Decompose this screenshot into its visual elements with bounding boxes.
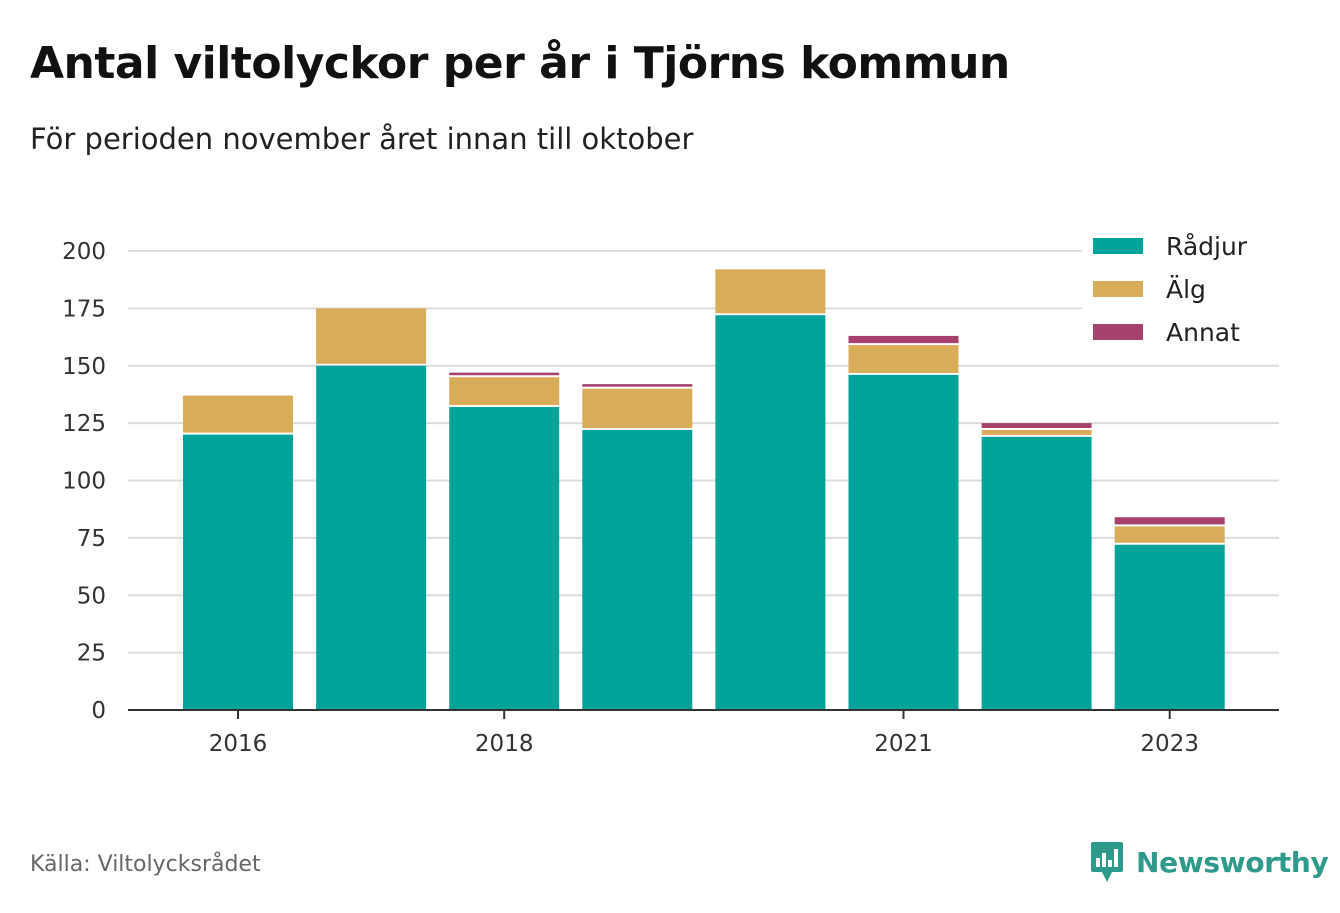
x-tick-label: 2018 [475, 731, 534, 757]
x-tick-label: 2023 [1140, 731, 1199, 757]
bar-2016-rådjur [183, 434, 293, 710]
legend-swatch-annat [1093, 324, 1143, 340]
bar-2021-rådjur [848, 374, 959, 710]
bar-2021-annat [848, 335, 959, 344]
legend-swatch-rådjur [1093, 238, 1143, 254]
chart-title: Antal viltolyckor per år i Tjörns kommun [30, 38, 1010, 89]
y-tick-label: 25 [77, 641, 106, 667]
bar-2019-annat [582, 384, 693, 387]
y-tick-label: 0 [91, 698, 106, 724]
legend: Rådjur Älg Annat [1082, 228, 1282, 348]
bar-2022-annat [981, 423, 1092, 429]
x-tick-label: 2021 [874, 731, 933, 757]
bar-2016-älg [183, 395, 293, 433]
legend-swatch-älg [1093, 281, 1143, 297]
y-tick-label: 175 [62, 296, 106, 322]
source-note: Källa: Viltolycksrådet [30, 852, 261, 877]
brand-logo: Newsworthy [1090, 840, 1329, 884]
y-tick-label: 125 [62, 411, 106, 437]
legend-label-rådjur: Rådjur [1166, 232, 1248, 261]
y-tick-label: 150 [62, 354, 106, 380]
x-tick-label: 2016 [209, 731, 268, 757]
bar-2021-älg [848, 345, 959, 373]
bar-2018-annat [449, 372, 560, 376]
bar-2023-annat [1114, 517, 1225, 525]
y-tick-label: 50 [77, 583, 106, 609]
bar-2022-rådjur [981, 436, 1092, 710]
bar-2019-rådjur [582, 430, 693, 710]
bar-2018-älg [449, 377, 560, 406]
bar-2017-älg [316, 308, 427, 364]
y-tick-label: 100 [62, 469, 106, 495]
legend-label-älg: Älg [1166, 275, 1206, 304]
bar-2023-rådjur [1114, 544, 1225, 710]
bar-2020-älg [715, 269, 826, 314]
bar-2020-rådjur [715, 315, 826, 710]
chart-subtitle: För perioden november året innan till ok… [30, 122, 694, 156]
bar-2022-älg [981, 430, 1092, 435]
legend-label-annat: Annat [1166, 318, 1240, 347]
y-tick-label: 75 [77, 526, 106, 552]
axes: 0 25 50 75 100 125 150 175 200 2016 2018 2021 2023 [62, 239, 1279, 757]
newsworthy-logo-icon [1091, 842, 1123, 882]
y-tick-label: 200 [62, 239, 106, 265]
bars [183, 269, 1225, 710]
brand-name: Newsworthy [1136, 845, 1329, 879]
bar-2019-älg [582, 388, 693, 429]
bar-2023-älg [1114, 526, 1225, 543]
bar-2017-rådjur [316, 365, 427, 710]
bar-2018-rådjur [449, 407, 560, 710]
